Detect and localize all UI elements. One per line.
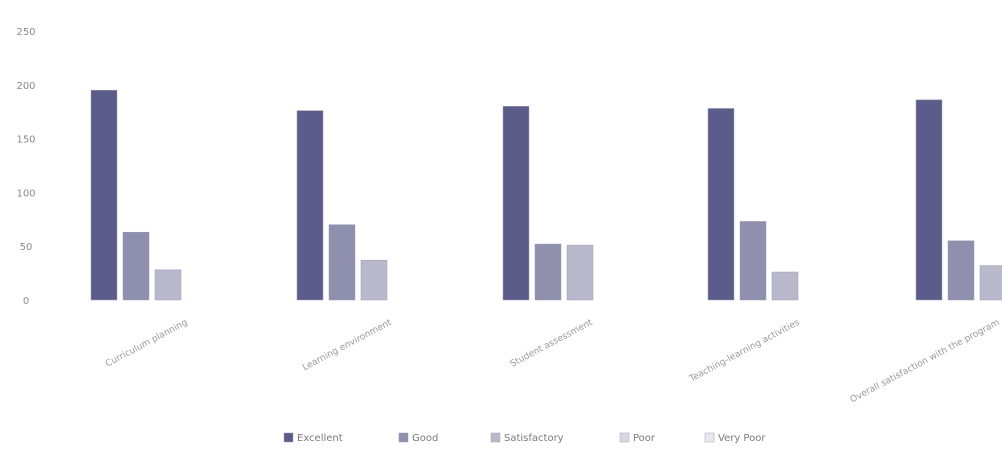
bar-good — [534, 243, 562, 301]
legend-swatch — [619, 432, 630, 443]
bar-satisfactory — [360, 259, 388, 301]
bar-satisfactory — [154, 269, 182, 301]
bar-satisfactory — [979, 265, 1002, 301]
bar-good — [947, 240, 975, 301]
bar-good — [328, 224, 356, 301]
y-tick-label: 200 — [16, 81, 35, 92]
category-label: Student assessment — [509, 318, 595, 370]
legend-swatch — [490, 432, 501, 443]
legend-label: Good — [412, 433, 438, 444]
legend-label: Very Poor — [718, 433, 766, 444]
bar-excellent — [707, 108, 735, 301]
legend-swatch — [398, 432, 409, 443]
bars — [90, 89, 1002, 301]
legend-swatch — [704, 432, 715, 443]
bar-excellent — [915, 99, 943, 301]
category-label: Teaching-learning activities — [687, 318, 801, 385]
bar-good — [122, 231, 150, 301]
y-tick-label: 100 — [16, 188, 35, 199]
category-label: Learning environment — [301, 318, 394, 374]
bar-excellent — [90, 89, 118, 301]
legend-swatch — [283, 432, 294, 443]
legend-label: Satisfactory — [504, 433, 564, 444]
bar-excellent — [502, 106, 530, 301]
bar-good — [739, 221, 767, 301]
y-axis: 0 50 100 150 200 250 — [16, 27, 35, 307]
category-label: Overall satisfaction with the program — [849, 318, 1002, 406]
y-tick-label: 250 — [16, 27, 35, 38]
legend-label: Excellent — [297, 433, 343, 444]
category-label: Curriculum planning — [104, 318, 189, 370]
y-tick-label: 0 — [23, 296, 29, 307]
bar-excellent — [296, 110, 324, 301]
y-tick-label: 150 — [16, 135, 35, 146]
y-tick-label: 50 — [20, 242, 33, 253]
legend: Excellent Good Satisfactory Poor Very Poor — [283, 432, 766, 444]
x-axis-labels: Curriculum planning Learning environment S… — [104, 318, 1001, 406]
bar-satisfactory — [771, 271, 799, 301]
bar-satisfactory — [566, 244, 594, 301]
legend-label: Poor — [633, 433, 656, 444]
